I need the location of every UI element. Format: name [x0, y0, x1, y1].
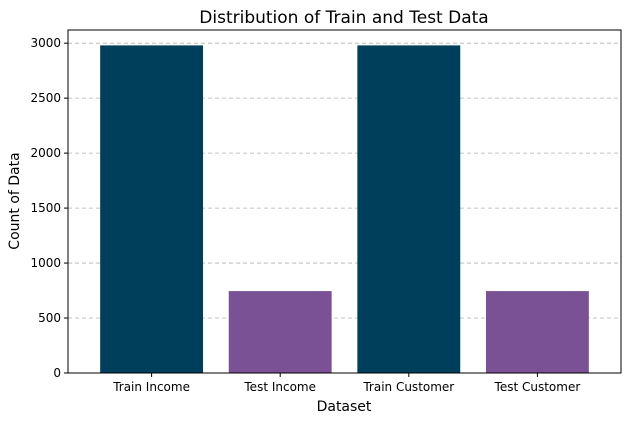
bar-test-customer — [485, 291, 589, 373]
bar-train-income — [100, 45, 204, 374]
bar-train-customer — [357, 45, 461, 374]
x-tick-label: Train Income — [112, 380, 190, 394]
y-tick-label: 0 — [53, 366, 61, 380]
x-axis-ticks: Train Income Test Income Train Customer Tes… — [112, 373, 580, 394]
bars — [100, 45, 589, 374]
y-axis-ticks: 0 500 1000 1500 2000 2500 3000 — [30, 36, 68, 380]
y-tick-label: 1500 — [30, 201, 61, 215]
plot-frame — [67, 29, 622, 374]
x-tick-label: Test Income — [243, 380, 316, 394]
y-axis-label: Count of Data — [7, 152, 23, 249]
x-axis-label: Dataset — [317, 399, 372, 415]
x-tick-label: Test Customer — [494, 380, 581, 394]
y-tick-label: 500 — [38, 311, 61, 325]
y-tick-label: 2000 — [30, 146, 61, 160]
chart-title: Distribution of Train and Test Data — [199, 8, 488, 28]
y-tick-label: 1000 — [30, 256, 61, 270]
y-tick-label: 2500 — [30, 91, 61, 105]
y-tick-label: 3000 — [30, 36, 61, 50]
x-tick-label: Train Customer — [362, 380, 454, 394]
bar-test-income — [228, 291, 332, 373]
